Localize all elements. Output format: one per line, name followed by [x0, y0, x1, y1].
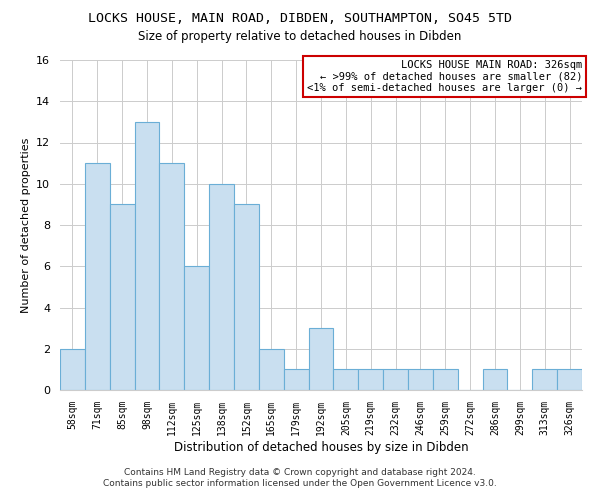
Bar: [334, 370, 358, 390]
Bar: [433, 370, 458, 390]
Text: Contains HM Land Registry data © Crown copyright and database right 2024.
Contai: Contains HM Land Registry data © Crown c…: [103, 468, 497, 487]
Bar: [110, 204, 134, 390]
Text: LOCKS HOUSE MAIN ROAD: 326sqm
← >99% of detached houses are smaller (82)
<1% of : LOCKS HOUSE MAIN ROAD: 326sqm ← >99% of …: [307, 60, 582, 93]
Bar: [532, 370, 557, 390]
Bar: [85, 163, 110, 390]
Bar: [482, 370, 508, 390]
Bar: [408, 370, 433, 390]
Bar: [259, 349, 284, 390]
Text: Size of property relative to detached houses in Dibden: Size of property relative to detached ho…: [139, 30, 461, 43]
Text: LOCKS HOUSE, MAIN ROAD, DIBDEN, SOUTHAMPTON, SO45 5TD: LOCKS HOUSE, MAIN ROAD, DIBDEN, SOUTHAMP…: [88, 12, 512, 26]
Bar: [209, 184, 234, 390]
Bar: [134, 122, 160, 390]
Bar: [284, 370, 308, 390]
Bar: [383, 370, 408, 390]
Bar: [234, 204, 259, 390]
Bar: [160, 163, 184, 390]
Y-axis label: Number of detached properties: Number of detached properties: [20, 138, 31, 312]
Bar: [557, 370, 582, 390]
X-axis label: Distribution of detached houses by size in Dibden: Distribution of detached houses by size …: [173, 440, 469, 454]
Bar: [184, 266, 209, 390]
Bar: [308, 328, 334, 390]
Bar: [358, 370, 383, 390]
Bar: [60, 349, 85, 390]
